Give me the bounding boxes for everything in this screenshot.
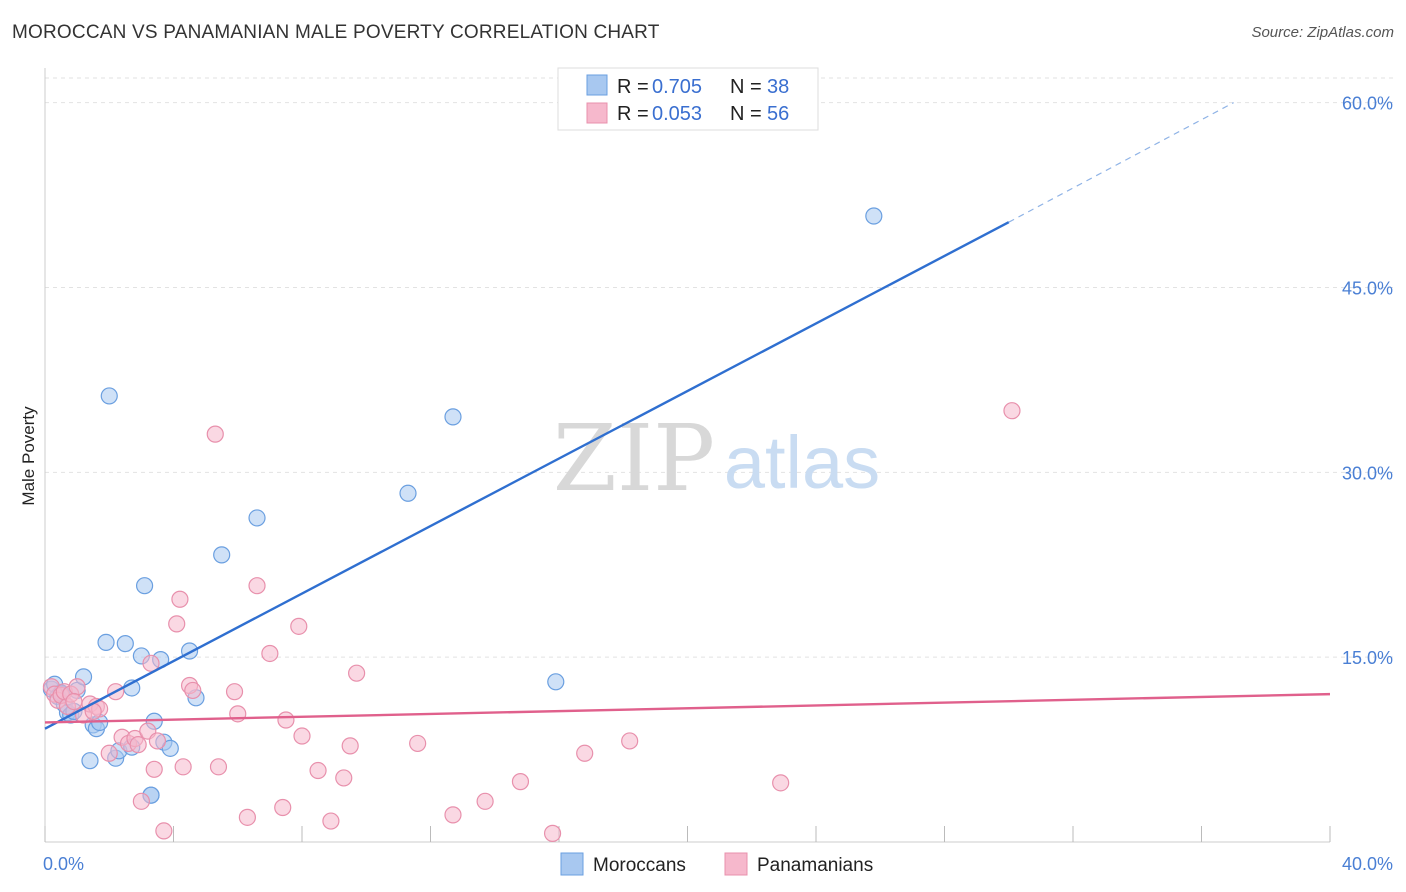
point-panamanians: [274, 798, 292, 817]
point-panamanians: [476, 792, 494, 810]
watermark-atlas: atlas: [724, 421, 880, 504]
point-panamanians: [145, 760, 163, 778]
x-tick-label-max: 40.0%: [1342, 854, 1393, 874]
point-panamanians: [100, 744, 118, 762]
legend-swatch-panamanians: [586, 102, 608, 124]
point-panamanians: [341, 737, 359, 755]
y-tick-label: 15.0%: [1342, 648, 1393, 668]
watermark-zip: ZIP: [553, 405, 715, 512]
chart-title: MOROCCAN VS PANAMANIAN MALE POVERTY CORR…: [12, 22, 660, 43]
point-panamanians: [293, 727, 311, 745]
point-panamanians: [261, 644, 279, 663]
point-panamanians: [225, 683, 244, 701]
bottom-legend: Moroccans Panamanians: [560, 852, 873, 876]
point-panamanians: [277, 711, 295, 729]
point-panamanians: [772, 774, 790, 792]
point-panamanians: [142, 654, 160, 672]
point-panamanians: [543, 824, 562, 842]
point-moroccans: [161, 739, 179, 757]
point-panamanians: [511, 773, 530, 791]
point-panamanians: [206, 425, 224, 443]
point-panamanians: [348, 664, 366, 682]
point-panamanians: [168, 615, 186, 633]
bottom-legend-label-panamanians: Panamanians: [757, 855, 873, 876]
point-moroccans: [100, 387, 118, 405]
legend-n-panamanians: 56: [767, 103, 789, 125]
point-moroccans: [116, 635, 134, 653]
point-panamanians: [171, 590, 189, 608]
legend-r-label-panamanians: R =: [617, 103, 649, 125]
y-tick-label: 30.0%: [1342, 463, 1393, 483]
top-legend: R = 0.705 N = 38 R = 0.053 N = 56: [557, 67, 819, 131]
point-panamanians: [209, 758, 228, 776]
point-panamanians: [335, 769, 353, 787]
point-panamanians: [65, 692, 83, 711]
point-panamanians: [576, 744, 594, 762]
point-panamanians: [248, 577, 266, 595]
bottom-legend-swatch-panamanians: [724, 852, 748, 876]
point-panamanians: [184, 681, 202, 700]
trend-extension-moroccans: [1008, 102, 1234, 223]
point-panamanians: [621, 732, 639, 750]
point-panamanians: [322, 812, 340, 830]
point-moroccans: [399, 484, 417, 502]
point-panamanians: [238, 808, 256, 826]
point-moroccans: [547, 673, 565, 691]
point-panamanians: [1003, 402, 1021, 420]
legend-r-panamanians: 0.053: [652, 103, 702, 125]
point-panamanians: [309, 761, 327, 780]
trend-line-panamanians: [44, 692, 1331, 724]
point-moroccans: [444, 408, 462, 426]
point-panamanians: [129, 736, 147, 754]
legend-swatch-moroccans: [586, 74, 608, 96]
point-moroccans: [213, 546, 231, 564]
point-panamanians: [290, 617, 308, 635]
point-moroccans: [135, 577, 154, 595]
watermark: ZIP atlas: [553, 405, 880, 512]
point-moroccans: [248, 509, 266, 527]
bottom-legend-label-moroccans: Moroccans: [593, 855, 686, 876]
legend-n-label-panamanians: N =: [730, 103, 762, 125]
point-panamanians: [68, 678, 86, 696]
point-panamanians: [444, 806, 462, 824]
point-panamanians: [155, 822, 173, 840]
data-points: [42, 207, 1021, 842]
gridlines: [45, 77, 1395, 658]
trend-lines: [44, 102, 1331, 730]
legend-n-label-moroccans: N =: [730, 76, 762, 98]
x-tick-label-min: 0.0%: [43, 854, 84, 874]
y-tick-label: 45.0%: [1342, 278, 1393, 298]
y-tick-label: 60.0%: [1342, 94, 1393, 114]
legend-r-label-moroccans: R =: [617, 76, 649, 98]
point-moroccans: [81, 752, 99, 770]
point-panamanians: [174, 758, 192, 776]
chart-source: Source: ZipAtlas.com: [1251, 24, 1394, 41]
point-moroccans: [865, 207, 883, 225]
legend-r-moroccans: 0.705: [652, 76, 702, 98]
axes: [44, 68, 1331, 843]
bottom-legend-swatch-moroccans: [560, 852, 584, 876]
point-panamanians: [132, 792, 150, 810]
y-axis-label: Male Poverty: [19, 406, 38, 506]
point-panamanians: [148, 732, 167, 750]
legend-n-moroccans: 38: [767, 76, 789, 98]
trend-line-moroccans: [44, 221, 1010, 730]
point-panamanians: [409, 734, 427, 753]
tick-labels: 15.0% 30.0% 45.0% 60.0% 0.0% 40.0%: [43, 94, 1393, 874]
point-moroccans: [97, 633, 115, 651]
